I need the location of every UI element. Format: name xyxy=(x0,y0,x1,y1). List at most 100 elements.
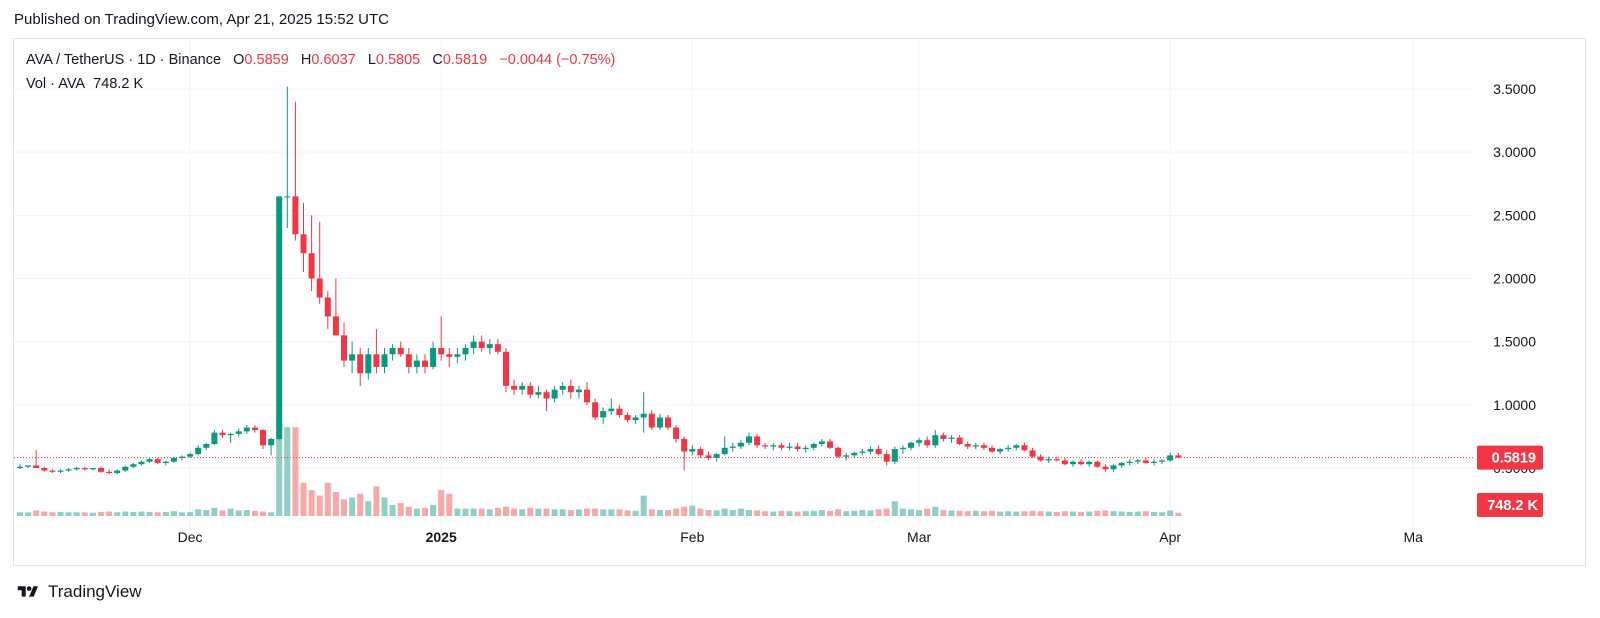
volume-bar xyxy=(349,497,356,516)
volume-bar xyxy=(705,510,712,516)
volume-bar xyxy=(673,508,680,516)
candle-body xyxy=(260,430,266,446)
volume-bar xyxy=(235,510,242,516)
volume-bar xyxy=(665,510,671,516)
volume-bar xyxy=(470,508,477,516)
candle-body xyxy=(227,433,234,436)
candle-body xyxy=(883,454,890,462)
volume-bar xyxy=(1126,511,1133,516)
volume-bar xyxy=(381,497,388,516)
volume-bar xyxy=(73,512,80,516)
candle-body xyxy=(1070,461,1076,465)
candle-body xyxy=(494,344,501,352)
candle-body xyxy=(243,427,250,432)
volume-bar xyxy=(1053,511,1060,516)
candle-body xyxy=(770,445,777,447)
candle-body xyxy=(778,445,785,448)
candle-body xyxy=(916,440,923,443)
high-label: H xyxy=(300,52,312,68)
candle-body xyxy=(219,432,226,436)
volume-bar xyxy=(827,510,833,516)
candle-body xyxy=(989,447,995,452)
candle-body xyxy=(1086,461,1093,465)
candle-body xyxy=(665,417,671,428)
candle-body xyxy=(737,442,744,447)
volume-bar xyxy=(592,508,599,516)
open-value: 0.5859 xyxy=(244,52,289,68)
volume-bar xyxy=(65,512,72,516)
volume-bar xyxy=(357,493,364,516)
candle-body xyxy=(438,347,445,355)
tradingview-logo[interactable]: TradingView xyxy=(14,582,142,602)
candle-body xyxy=(203,443,210,448)
volume-bar xyxy=(114,512,121,516)
candle-body xyxy=(349,354,356,361)
volume-legend: Vol · AVA 748.2 K xyxy=(26,76,143,92)
volume-bar xyxy=(1021,511,1028,516)
candle-body xyxy=(940,435,947,439)
volume-bar xyxy=(908,509,914,516)
candle-body xyxy=(721,447,728,455)
candle-body xyxy=(616,408,623,415)
candle-body xyxy=(276,196,283,439)
volume-bar xyxy=(632,510,639,516)
volume-bar xyxy=(729,510,736,516)
candle-body xyxy=(802,447,809,450)
volume-bar xyxy=(883,508,890,516)
volume-bar xyxy=(292,427,299,516)
volume-bar xyxy=(786,511,793,516)
volume-bar xyxy=(316,495,323,516)
volume-bar xyxy=(948,510,955,516)
volume-bar xyxy=(341,499,347,516)
volume-bar xyxy=(681,506,688,516)
volume-bar xyxy=(1151,511,1157,516)
candle-body xyxy=(292,196,299,235)
candle-body xyxy=(1167,455,1174,461)
published-header: Published on TradingView.com, Apr 21, 20… xyxy=(14,11,389,28)
volume-bar xyxy=(1061,511,1068,516)
candle-body xyxy=(746,436,752,443)
volume-bar xyxy=(656,510,663,516)
volume-bar xyxy=(365,501,372,516)
candle-body xyxy=(673,427,680,439)
volume-bar xyxy=(268,512,275,516)
volume-bar xyxy=(689,505,696,516)
volume-bar xyxy=(251,510,258,516)
volume-bar xyxy=(535,508,542,516)
candle-body xyxy=(470,341,477,348)
close-value: 0.5819 xyxy=(442,52,488,68)
candle-body xyxy=(73,468,80,470)
volume-bar xyxy=(503,506,509,516)
candle-body xyxy=(187,454,194,457)
y-tick-label: 1.0000 xyxy=(1493,397,1536,413)
volume-bar xyxy=(964,511,971,516)
candle-body xyxy=(551,389,558,399)
last-volume-label: 748.2 K xyxy=(1487,498,1538,514)
candle-body xyxy=(1029,450,1036,457)
x-tick-label: 2025 xyxy=(426,529,457,545)
volume-bar xyxy=(122,511,129,516)
candle-body xyxy=(478,341,485,348)
volume-bar xyxy=(373,486,380,516)
volume-bar xyxy=(818,510,825,516)
candle-body xyxy=(835,447,842,457)
volume-bar xyxy=(1118,511,1125,516)
volume-bar xyxy=(1078,511,1085,516)
volume-bar xyxy=(802,511,809,516)
volume-bar xyxy=(737,508,744,516)
volume-bar xyxy=(438,490,445,516)
volume-bar xyxy=(219,510,226,516)
volume-bar xyxy=(130,511,137,516)
volume-bar xyxy=(405,506,412,516)
candle-body xyxy=(430,347,437,367)
volume-bar xyxy=(227,508,234,516)
candle-body xyxy=(33,465,40,468)
candle-body xyxy=(300,234,307,254)
candle-body xyxy=(106,471,113,474)
candle-body xyxy=(875,449,882,455)
candle-body xyxy=(462,347,469,355)
volume-bar xyxy=(276,419,283,516)
volume-bar xyxy=(1175,512,1182,516)
candle-body xyxy=(324,297,331,317)
